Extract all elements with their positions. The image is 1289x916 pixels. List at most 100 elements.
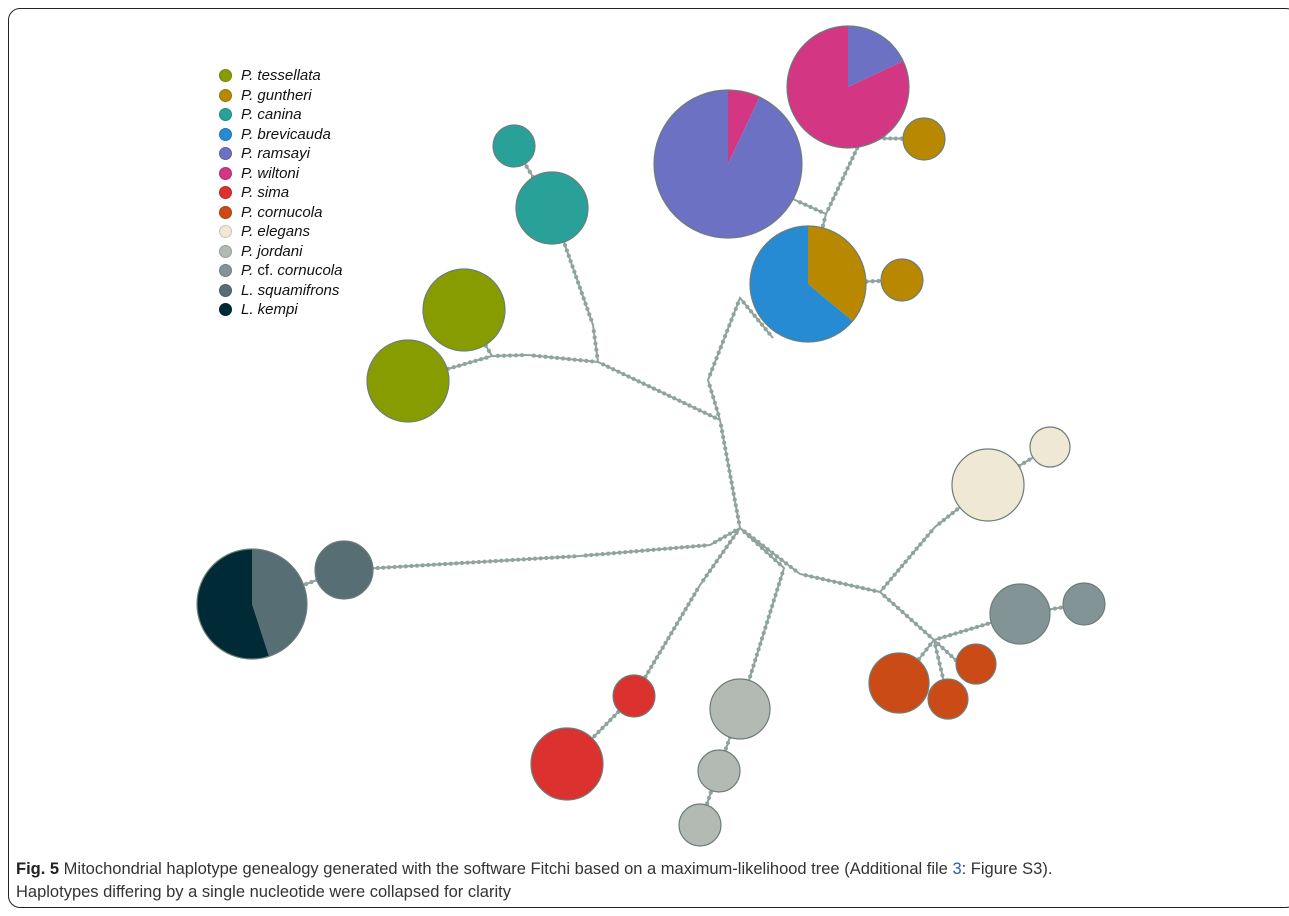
missing-haplotype-dot bbox=[646, 384, 651, 389]
haplotype-node bbox=[314, 540, 374, 600]
missing-haplotype-dot bbox=[626, 374, 631, 379]
missing-haplotype-dot bbox=[590, 359, 595, 364]
missing-haplotype-dot bbox=[710, 366, 715, 372]
missing-haplotype-dot bbox=[833, 191, 838, 196]
missing-haplotype-dot bbox=[850, 156, 855, 161]
legend-item: P. cornucola bbox=[219, 203, 342, 223]
missing-haplotype-dot bbox=[773, 593, 778, 598]
missing-haplotype-dot bbox=[758, 641, 763, 647]
missing-haplotype-dot bbox=[728, 474, 733, 479]
missing-haplotype-dot bbox=[985, 621, 990, 626]
missing-haplotype-dot bbox=[725, 328, 730, 333]
missing-haplotype-dot bbox=[634, 549, 639, 554]
legend-label: P. tessellata bbox=[241, 67, 321, 85]
missing-haplotype-dot bbox=[726, 463, 731, 468]
haplotype-circle bbox=[697, 749, 741, 793]
missing-haplotype-dot bbox=[940, 645, 945, 651]
missing-haplotype-dot bbox=[596, 729, 601, 735]
missing-haplotype-dot bbox=[934, 649, 939, 654]
missing-haplotype-dot bbox=[803, 573, 808, 578]
haplotype-circle bbox=[1062, 582, 1106, 626]
haplotype-circle bbox=[515, 171, 589, 245]
missing-haplotype-dot bbox=[964, 628, 969, 633]
legend-swatch bbox=[219, 303, 232, 317]
missing-haplotype-dot bbox=[891, 601, 896, 607]
legend-item: P. jordani bbox=[219, 242, 342, 262]
haplotype-node bbox=[678, 803, 722, 847]
missing-haplotype-dot bbox=[628, 549, 633, 554]
missing-haplotype-dot bbox=[888, 136, 893, 141]
missing-haplotype-dot bbox=[831, 196, 836, 201]
missing-haplotype-dot bbox=[751, 536, 756, 541]
caption-line-2: Haplotypes differing by a single nucleot… bbox=[16, 883, 511, 901]
missing-haplotype-dot bbox=[702, 410, 707, 415]
haplotype-pie-slice bbox=[750, 226, 853, 342]
missing-haplotype-dot bbox=[591, 329, 596, 334]
additional-file-link[interactable]: 3 bbox=[952, 860, 962, 878]
haplotype-node bbox=[515, 171, 589, 245]
missing-haplotype-dot bbox=[695, 587, 700, 592]
missing-haplotype-dot bbox=[711, 563, 716, 569]
missing-haplotype-dot bbox=[443, 561, 448, 567]
missing-haplotype-dot bbox=[594, 552, 600, 557]
missing-haplotype-dot bbox=[885, 581, 890, 586]
missing-haplotype-dot bbox=[636, 379, 641, 384]
missing-haplotype-dot bbox=[709, 389, 714, 394]
missing-haplotype-dot bbox=[510, 557, 515, 563]
missing-haplotype-dot bbox=[696, 543, 701, 549]
missing-haplotype-dot bbox=[756, 540, 761, 545]
haplotype-circle bbox=[314, 540, 374, 600]
missing-haplotype-dot bbox=[654, 655, 660, 660]
legend-item: P. guntheri bbox=[219, 86, 342, 106]
missing-haplotype-dot bbox=[741, 300, 746, 305]
missing-haplotype-dot bbox=[736, 520, 742, 525]
missing-haplotype-dot bbox=[731, 312, 736, 317]
missing-haplotype-dot bbox=[896, 568, 901, 573]
missing-haplotype-dot bbox=[733, 503, 738, 508]
haplotype-circle bbox=[927, 678, 969, 720]
missing-haplotype-dot bbox=[679, 545, 684, 550]
missing-haplotype-dot bbox=[922, 629, 928, 635]
missing-haplotype-dot bbox=[974, 624, 980, 630]
missing-haplotype-dot bbox=[928, 642, 933, 647]
missing-haplotype-dot bbox=[593, 341, 598, 346]
missing-haplotype-dot bbox=[725, 740, 731, 745]
missing-haplotype-dot bbox=[723, 446, 728, 451]
missing-haplotype-dot bbox=[641, 381, 646, 386]
caption-text-end: : Figure S3). bbox=[961, 860, 1053, 878]
legend-swatch bbox=[219, 186, 232, 200]
missing-haplotype-dot bbox=[900, 609, 905, 615]
haplotype-node bbox=[492, 124, 536, 168]
missing-haplotype-dot bbox=[776, 582, 782, 587]
missing-haplotype-dot bbox=[904, 613, 910, 619]
legend-swatch bbox=[219, 127, 232, 141]
missing-haplotype-dot bbox=[907, 555, 912, 560]
legend-item: P. cf. cornucola bbox=[219, 261, 342, 281]
missing-haplotype-dot bbox=[495, 353, 501, 358]
missing-haplotype-dot bbox=[724, 452, 729, 457]
missing-haplotype-dot bbox=[925, 533, 930, 538]
missing-haplotype-dot bbox=[651, 660, 657, 665]
missing-haplotype-dot bbox=[606, 364, 611, 369]
missing-haplotype-dot bbox=[847, 161, 853, 166]
haplotype-circle bbox=[366, 339, 450, 423]
missing-haplotype-dot bbox=[892, 572, 897, 577]
missing-haplotype-dot bbox=[616, 369, 621, 374]
missing-haplotype-dot bbox=[771, 598, 776, 603]
missing-haplotype-dot bbox=[657, 650, 662, 655]
missing-haplotype-dot bbox=[712, 540, 718, 545]
missing-haplotype-dot bbox=[572, 269, 577, 274]
missing-haplotype-dot bbox=[504, 558, 510, 563]
missing-haplotype-dot bbox=[685, 544, 690, 550]
haplotype-circle bbox=[492, 124, 536, 168]
haplotype-pie-slice bbox=[654, 90, 803, 239]
missing-haplotype-dot bbox=[933, 643, 938, 649]
missing-haplotype-dot bbox=[524, 164, 529, 169]
missing-haplotype-dot bbox=[723, 746, 729, 751]
missing-haplotype-dot bbox=[813, 207, 818, 212]
legend-item: P. tessellata bbox=[219, 66, 342, 86]
missing-haplotype-dot bbox=[578, 358, 583, 363]
missing-haplotype-dot bbox=[1052, 606, 1058, 611]
missing-haplotype-dot bbox=[815, 575, 820, 580]
haplotype-pie-slice bbox=[786, 26, 909, 148]
